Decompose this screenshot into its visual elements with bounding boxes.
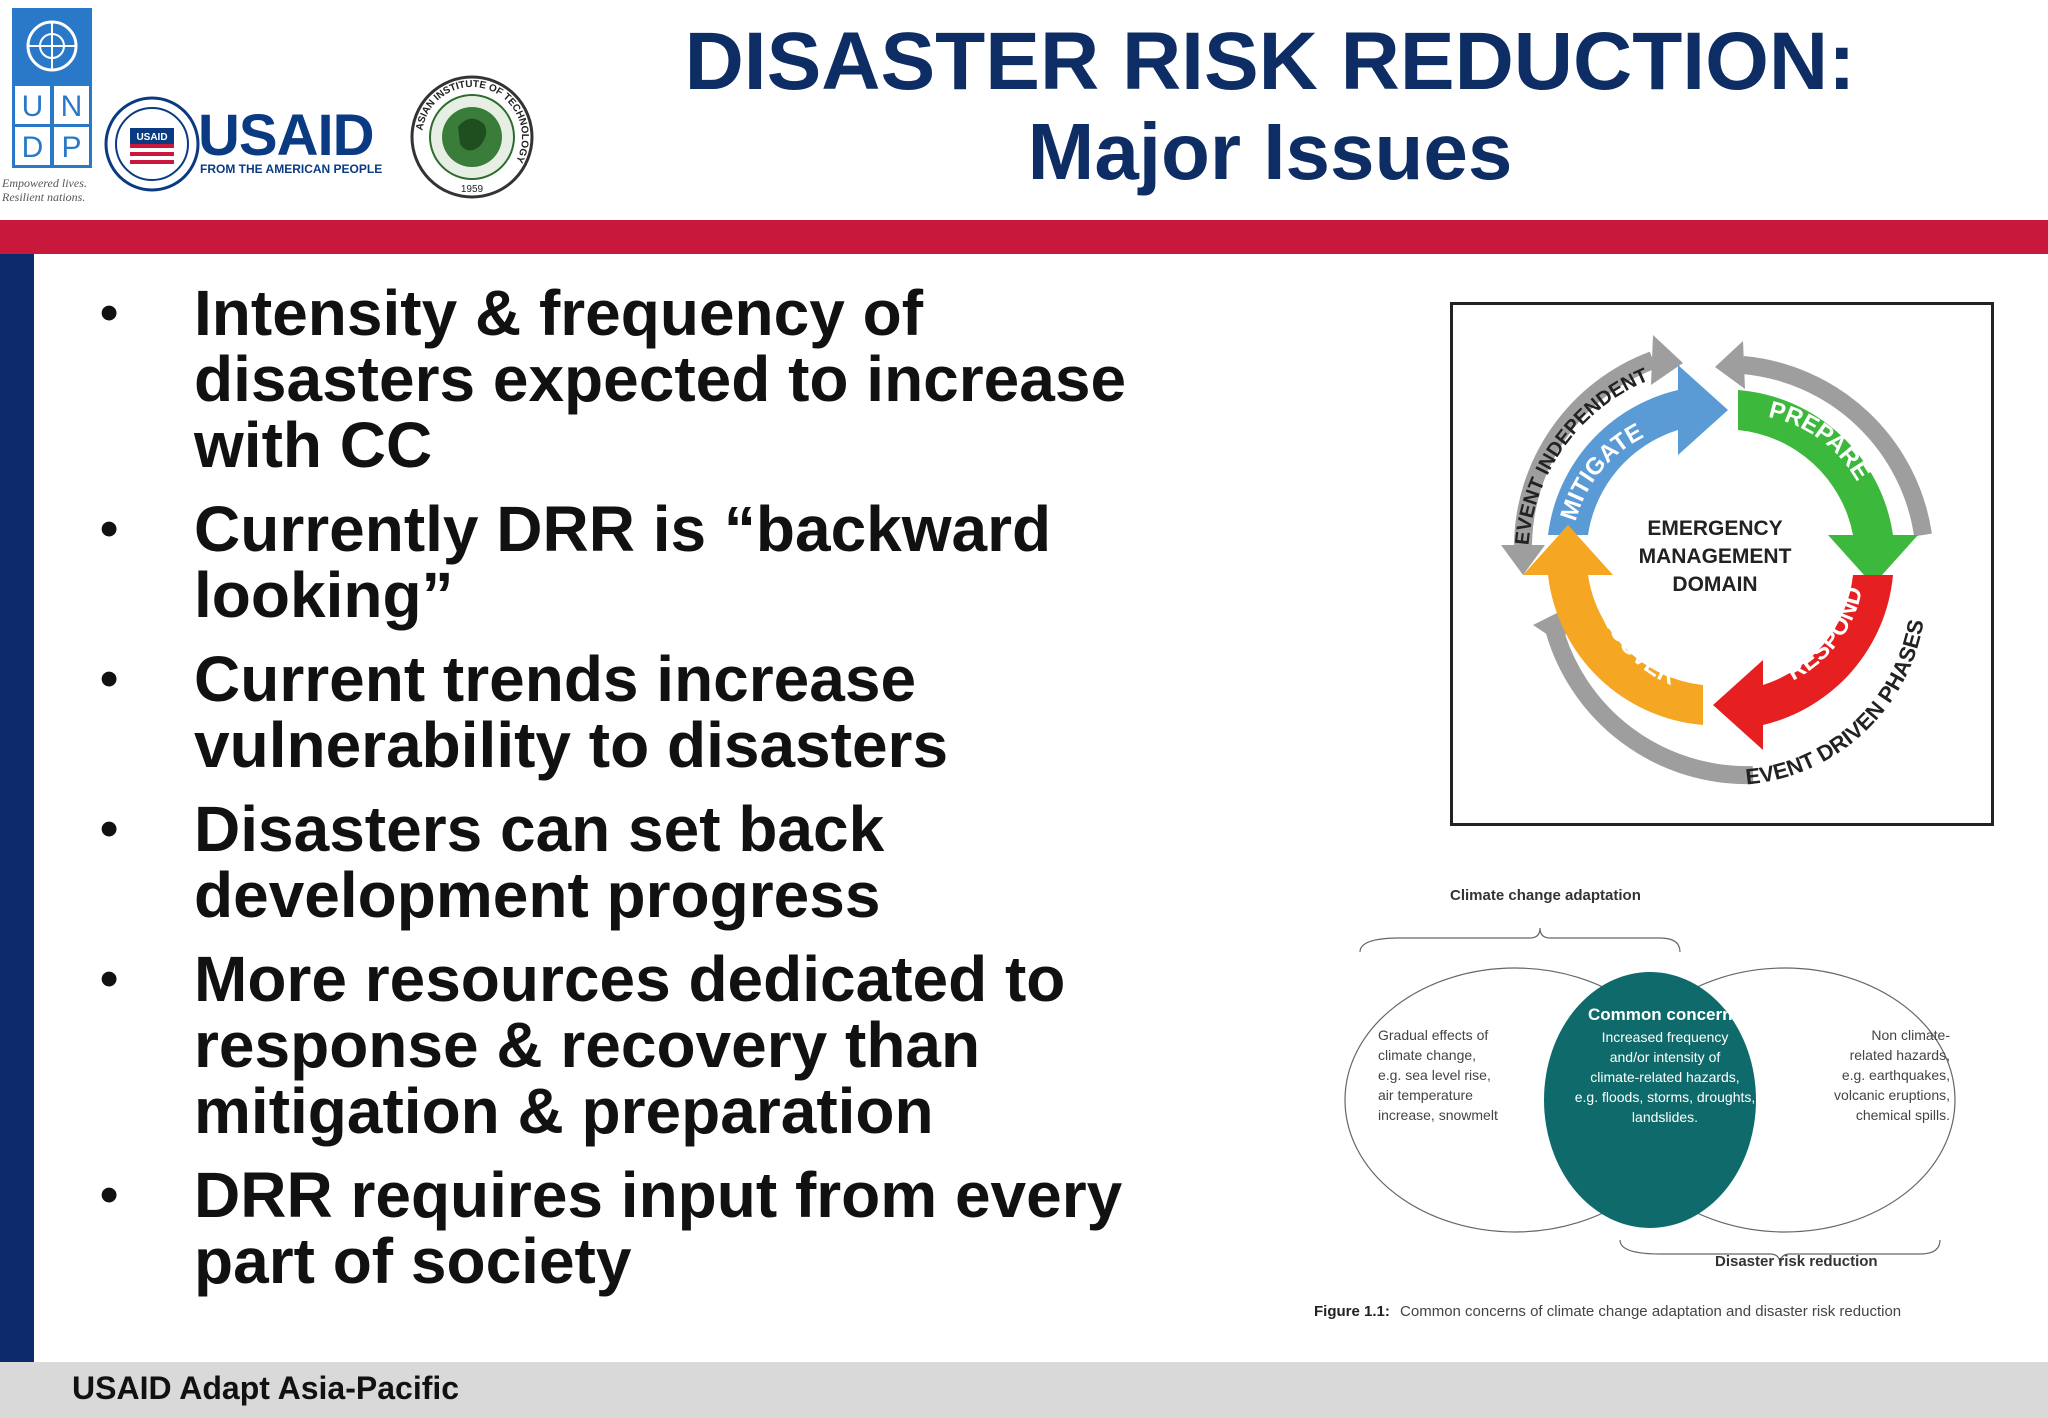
undp-tagline-line1: Empowered lives. bbox=[2, 176, 87, 190]
bullet-line: Current trends increase bbox=[194, 643, 917, 715]
venn-right-line: chemical spills. bbox=[1856, 1107, 1950, 1123]
bullet-list: • Intensity & frequency of disasters exp… bbox=[90, 280, 1240, 1312]
venn-caption: Figure 1.1: Common concerns of climate c… bbox=[1314, 1303, 1901, 1320]
outer-arrowhead-left bbox=[1501, 545, 1545, 575]
undp-tagline: Empowered lives. Resilient nations. bbox=[2, 176, 112, 205]
venn-left-line: increase, snowmelt bbox=[1378, 1107, 1498, 1123]
venn-center-line: climate-related hazards, bbox=[1590, 1069, 1739, 1085]
bullet-dot-icon: • bbox=[100, 500, 119, 558]
bullet-dot-icon: • bbox=[100, 284, 119, 342]
undp-logo: U N D P bbox=[12, 8, 92, 168]
venn-overlap-fill bbox=[1544, 972, 1756, 1228]
recover-segment bbox=[1523, 525, 1703, 725]
venn-left-line: e.g. sea level rise, bbox=[1378, 1067, 1491, 1083]
bullet-line: with CC bbox=[194, 409, 433, 481]
ait-logo: ASIAN INSTITUTE OF TECHNOLOGY 1959 bbox=[410, 75, 534, 199]
bullet-dot-icon: • bbox=[100, 800, 119, 858]
bullet-line: disasters expected to increase bbox=[194, 343, 1127, 415]
footer-text: USAID Adapt Asia-Pacific bbox=[72, 1370, 460, 1406]
venn-top-label: Climate change adaptation bbox=[1450, 887, 1641, 904]
cycle-center-line-3: DOMAIN bbox=[1672, 573, 1757, 596]
venn-bottom-brace bbox=[1619, 1239, 1941, 1265]
title-line-1: DISASTER RISK REDUCTION: bbox=[684, 16, 1856, 107]
bullet-line: vulnerability to disasters bbox=[194, 709, 949, 781]
bullet-line: part of society bbox=[194, 1225, 632, 1297]
cca-drr-venn-diagram: Climate change adaptation Gradual effect… bbox=[1314, 887, 1956, 1320]
bullet-line: Intensity & frequency of bbox=[194, 277, 923, 349]
usaid-seal-icon: USAID bbox=[104, 96, 200, 192]
venn-right-line: Non climate- bbox=[1871, 1027, 1950, 1043]
slide-title: DISASTER RISK REDUCTION: Major Issues bbox=[620, 16, 1920, 196]
bullet-dot-icon: • bbox=[100, 650, 119, 708]
bullet-line: More resources dedicated to bbox=[194, 943, 1066, 1015]
ait-year: 1959 bbox=[461, 184, 484, 195]
bullet-line: development progress bbox=[194, 859, 881, 931]
bullet-line: response & recovery than bbox=[194, 1009, 981, 1081]
usaid-subtitle: FROM THE AMERICAN PEOPLE bbox=[200, 162, 383, 176]
bullet-dot-icon: • bbox=[100, 950, 119, 1008]
venn-center-title: Common concerns bbox=[1588, 1005, 1742, 1024]
bullet-item: • Disasters can set back development pro… bbox=[90, 796, 1240, 928]
venn-center-line: and/or intensity of bbox=[1610, 1049, 1721, 1065]
bullet-line: Disasters can set back bbox=[194, 793, 885, 865]
venn-bottom-label: Disaster risk reduction bbox=[1715, 1253, 1878, 1270]
bullet-line: DRR requires input from every bbox=[194, 1159, 1123, 1231]
bullet-line: mitigation & preparation bbox=[194, 1075, 934, 1147]
slide-header bbox=[0, 0, 2048, 220]
usaid-seal-text: USAID bbox=[136, 132, 167, 143]
outer-arrowhead-independent bbox=[1651, 335, 1683, 385]
title-line-2: Major Issues bbox=[1027, 106, 1513, 196]
bullet-line: Currently DRR is “backward bbox=[194, 493, 1052, 565]
left-accent-bar bbox=[0, 254, 34, 1364]
bullet-item: • Currently DRR is “backward looking” bbox=[90, 496, 1240, 628]
bullet-item: • Current trends increase vulnerability … bbox=[90, 646, 1240, 778]
venn-left-line: Gradual effects of bbox=[1378, 1027, 1488, 1043]
bullet-item: • Intensity & frequency of disasters exp… bbox=[90, 280, 1240, 478]
undp-tagline-line2: Resilient nations. bbox=[2, 190, 86, 205]
cycle-center-line-1: EMERGENCY bbox=[1647, 517, 1782, 540]
venn-right-line: related hazards, bbox=[1850, 1047, 1950, 1063]
header-divider-bar bbox=[0, 220, 2048, 254]
outer-arrow-driven bbox=[1742, 356, 1932, 537]
slide-footer bbox=[0, 1362, 2048, 1418]
emergency-management-cycle-diagram: MITIGATE PREPARE RESPOND RECOVER EVENT I… bbox=[1450, 302, 1994, 826]
venn-right-line: volcanic eruptions, bbox=[1834, 1087, 1950, 1103]
undp-letter-d: D bbox=[22, 131, 44, 164]
venn-center-line: e.g. floods, storms, droughts, bbox=[1575, 1089, 1756, 1105]
bullet-dot-icon: • bbox=[100, 1166, 119, 1224]
venn-center-line: landslides. bbox=[1632, 1109, 1698, 1125]
venn-caption-text: Common concerns of climate change adapta… bbox=[1400, 1303, 1901, 1320]
undp-letter-p: P bbox=[61, 131, 81, 164]
cycle-center-line-2: MANAGEMENT bbox=[1639, 545, 1792, 568]
respond-segment bbox=[1713, 575, 1893, 750]
bullet-item: • DRR requires input from every part of … bbox=[90, 1162, 1240, 1294]
outer-arrowhead-top bbox=[1715, 341, 1745, 389]
venn-left-line: air temperature bbox=[1378, 1087, 1473, 1103]
venn-right-line: e.g. earthquakes, bbox=[1842, 1067, 1950, 1083]
venn-top-brace bbox=[1359, 927, 1681, 953]
venn-center-line: Increased frequency bbox=[1602, 1029, 1729, 1045]
venn-left-line: climate change, bbox=[1378, 1047, 1476, 1063]
undp-letter-n: N bbox=[61, 90, 83, 123]
undp-letter-u: U bbox=[22, 90, 44, 123]
usaid-wordmark: USAID bbox=[198, 103, 374, 168]
venn-caption-label: Figure 1.1: bbox=[1314, 1303, 1390, 1320]
prepare-segment bbox=[1738, 390, 1918, 585]
outer-arrow-bottom bbox=[1544, 622, 1754, 785]
mitigate-segment bbox=[1548, 365, 1728, 535]
outer-arrow-independent bbox=[1514, 351, 1657, 546]
bullet-item: • More resources dedicated to response &… bbox=[90, 946, 1240, 1144]
bullet-line: looking” bbox=[194, 559, 454, 631]
